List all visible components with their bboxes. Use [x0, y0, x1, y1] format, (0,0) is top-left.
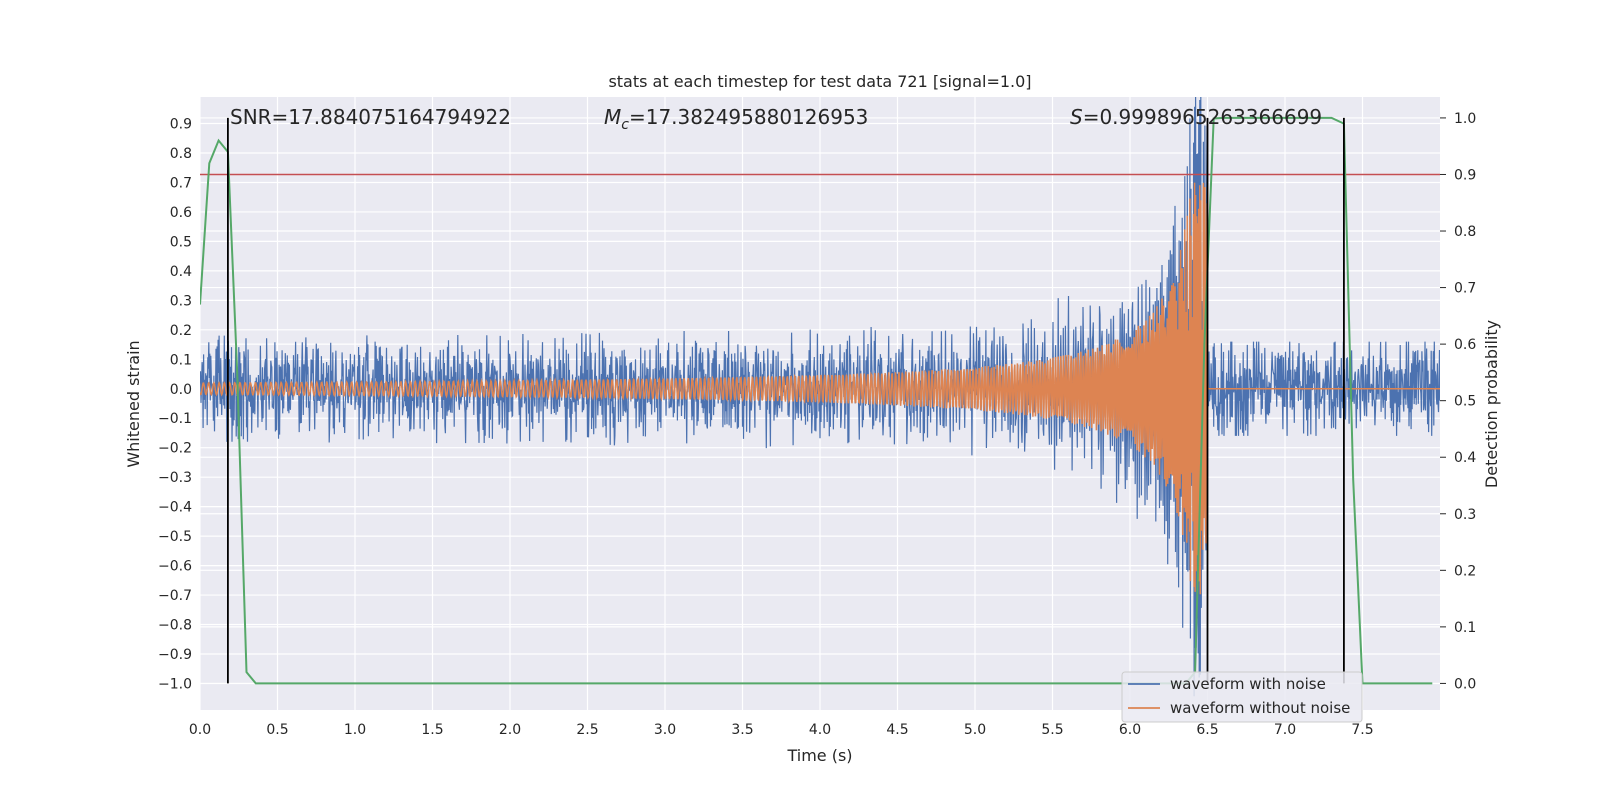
- score-value: =0.9998965263366699: [1083, 105, 1322, 129]
- y-ticks: 0.9 0.8 0.7 0.6 0.5 0.4 0.3 0.2 0.1 0.0 −0.1 −0.2 −0…: [158, 117, 192, 693]
- y-tick-label: −0.3: [158, 470, 192, 486]
- y-tick-label: −0.1: [158, 411, 192, 427]
- x-tick-label: 5.0: [964, 722, 986, 738]
- y-tick-label: 0.9: [170, 117, 192, 133]
- y-tick-label: 0.7: [170, 175, 192, 191]
- legend-box: [1121, 671, 1363, 723]
- series-waveform-with-noise: [200, 97, 1440, 697]
- x-tick-label: 1.0: [344, 722, 366, 738]
- y2-tick-label: 0.5: [1454, 394, 1476, 410]
- y2-axis-label: Detection probability: [1482, 320, 1501, 488]
- x-tick-label: 0.5: [266, 722, 288, 738]
- x-tick-label: 2.0: [499, 722, 521, 738]
- y2-tick-label: 0.9: [1454, 167, 1476, 183]
- y2-tick-label: 0.6: [1454, 337, 1476, 353]
- x-tick-label: 3.5: [731, 722, 753, 738]
- legend: waveform with noise waveform without noi…: [1121, 671, 1363, 723]
- y-tick-label: 0.1: [170, 352, 192, 368]
- y-tick-label: 0.5: [170, 234, 192, 250]
- x-tick-label: 7.0: [1274, 722, 1296, 738]
- y2-tick-label: 0.3: [1454, 507, 1476, 523]
- score-symbol: S: [1070, 105, 1083, 129]
- x-tick-label: 4.0: [809, 722, 831, 738]
- series-waveform-without-noise: [200, 182, 1440, 595]
- y-tick-label: 0.2: [170, 323, 192, 339]
- x-tick-label: 6.5: [1196, 722, 1218, 738]
- y-tick-label: 0.3: [170, 293, 192, 309]
- x-tick-label: 1.5: [421, 722, 443, 738]
- chirp-mass-subscript: c: [621, 117, 629, 133]
- x-tick-label: 3.0: [654, 722, 676, 738]
- y-tick-label: 0.0: [170, 382, 192, 398]
- legend-label-noise: waveform with noise: [1170, 675, 1326, 693]
- x-tick-label: 6.0: [1119, 722, 1141, 738]
- chirp-mass-annotation: Mc=17.382495880126953: [604, 105, 868, 133]
- y-tick-label: −0.9: [158, 647, 192, 663]
- y2-tick-label: 0.8: [1454, 224, 1476, 240]
- x-tick-label: 4.5: [886, 722, 908, 738]
- waveform-without-noise-line: [200, 182, 1440, 595]
- y2-tick-label: 0.4: [1454, 450, 1476, 466]
- x-axis-label: Time (s): [786, 746, 852, 765]
- y-tick-label: −0.8: [158, 618, 192, 634]
- y2-tick-label: 0.1: [1454, 620, 1476, 636]
- chirp-mass-symbol: M: [604, 105, 621, 129]
- y2-tick-label: 0.7: [1454, 281, 1476, 297]
- y-tick-label: 0.8: [170, 146, 192, 162]
- y-tick-label: −0.2: [158, 441, 192, 457]
- y-tick-label: −1.0: [158, 676, 192, 692]
- x-tick-label: 2.5: [576, 722, 598, 738]
- y2-tick-label: 1.0: [1454, 111, 1476, 127]
- y-tick-label: −0.7: [158, 588, 192, 604]
- y-tick-label: −0.4: [158, 500, 192, 516]
- x-tick-label: 5.5: [1041, 722, 1063, 738]
- y2-ticks: 1.0 0.9 0.8 0.7 0.6 0.5 0.4 0.3 0.2 0.1 0.0: [1440, 111, 1476, 692]
- y-tick-label: 0.4: [170, 264, 192, 280]
- chart-title: stats at each timestep for test data 721…: [608, 72, 1031, 91]
- legend-label-clean: waveform without noise: [1170, 699, 1350, 717]
- x-tick-label: 7.5: [1351, 722, 1373, 738]
- chirp-mass-value: =17.382495880126953: [629, 105, 868, 129]
- y2-tick-label: 0.2: [1454, 563, 1476, 579]
- y-tick-label: −0.6: [158, 559, 192, 575]
- x-ticks: 0.0 0.5 1.0 1.5 2.0 2.5 3.0 3.5 4.0 4.5 5.0 5.5 6.0 6…: [189, 722, 1374, 738]
- x-tick-label: 0.0: [189, 722, 211, 738]
- event-markers: [226, 117, 1345, 684]
- y-tick-label: −0.5: [158, 529, 192, 545]
- y2-tick-label: 0.0: [1454, 676, 1476, 692]
- waveform-with-noise-line: [200, 97, 1440, 697]
- y-axis-label: Whitened strain: [124, 340, 143, 467]
- score-annotation: S=0.9998965263366699: [1070, 105, 1322, 129]
- y-tick-label: 0.6: [170, 205, 192, 221]
- snr-annotation: SNR=17.884075164794922: [230, 105, 511, 129]
